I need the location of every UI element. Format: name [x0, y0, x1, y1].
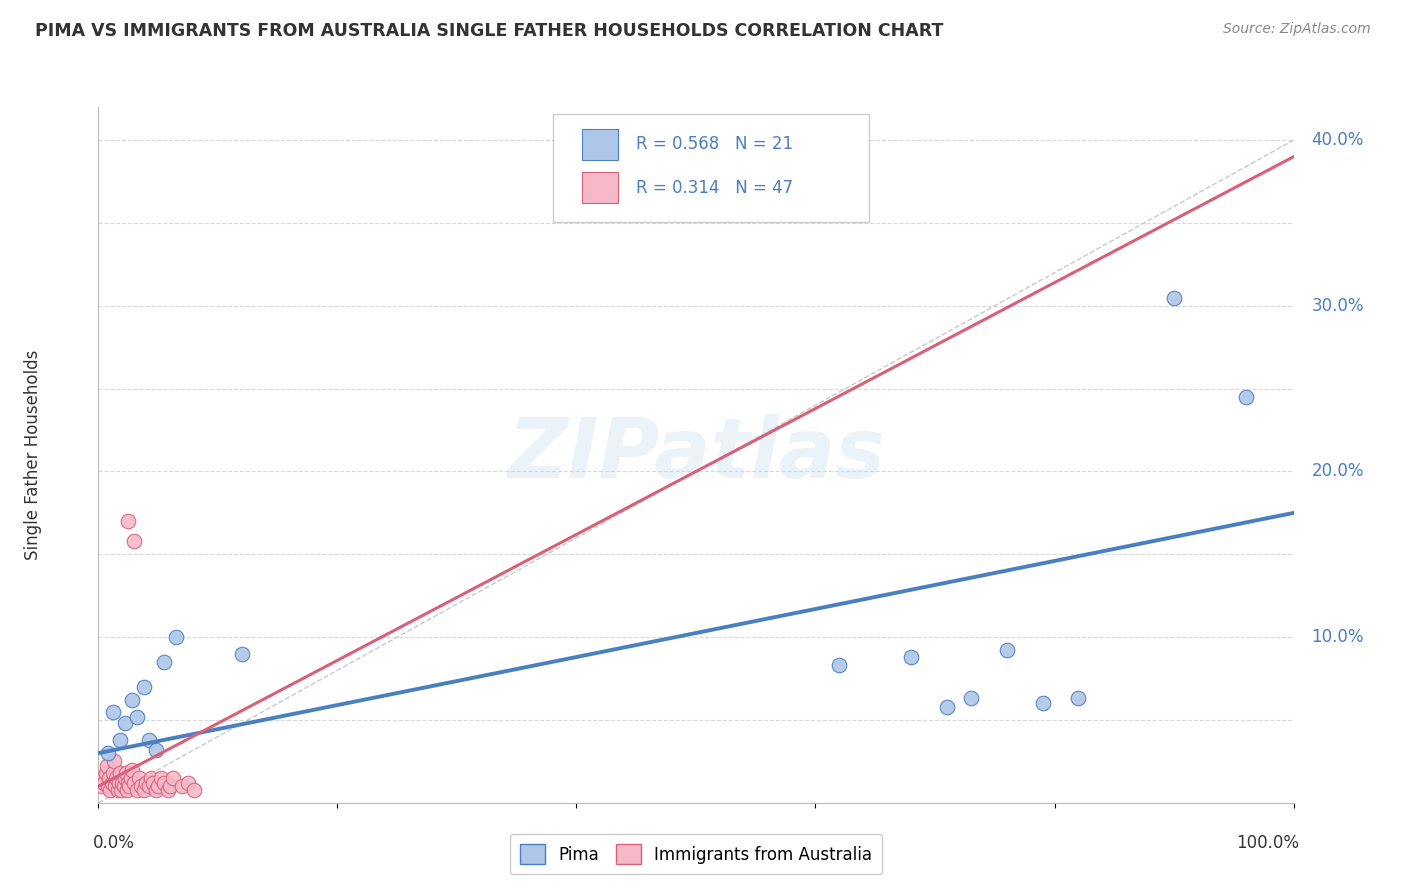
Point — [104, 779, 127, 793]
Point — [145, 782, 167, 797]
Point — [110, 782, 132, 797]
Point — [149, 771, 172, 785]
Text: Source: ZipAtlas.com: Source: ZipAtlas.com — [1223, 22, 1371, 37]
Text: R = 0.568   N = 21: R = 0.568 N = 21 — [637, 136, 793, 153]
Legend: Pima, Immigrants from Australia: Pima, Immigrants from Australia — [510, 834, 882, 874]
Point — [97, 779, 120, 793]
Point — [101, 705, 124, 719]
Point — [1067, 691, 1090, 706]
Point — [132, 680, 155, 694]
Point — [177, 776, 200, 790]
Point — [121, 763, 143, 777]
Point — [114, 771, 136, 785]
Point — [159, 779, 181, 793]
Point — [183, 782, 205, 797]
Point — [1234, 390, 1257, 404]
Point — [114, 716, 136, 731]
Point — [128, 771, 150, 785]
Point — [93, 776, 115, 790]
Point — [1163, 291, 1185, 305]
Point — [96, 759, 118, 773]
Point — [111, 776, 134, 790]
Text: ZIPatlas: ZIPatlas — [508, 415, 884, 495]
Point — [172, 779, 194, 793]
Point — [97, 746, 120, 760]
Text: R = 0.314   N = 47: R = 0.314 N = 47 — [637, 178, 793, 196]
Point — [100, 776, 122, 790]
Point — [107, 776, 129, 790]
Point — [142, 776, 165, 790]
Point — [98, 782, 122, 797]
Point — [828, 658, 851, 673]
Point — [935, 699, 957, 714]
Text: 20.0%: 20.0% — [1312, 462, 1364, 481]
Point — [98, 771, 121, 785]
Point — [231, 647, 253, 661]
Point — [153, 655, 176, 669]
Point — [121, 693, 143, 707]
Point — [959, 691, 981, 706]
Point — [105, 771, 128, 785]
Point — [117, 514, 139, 528]
Point — [124, 776, 146, 790]
Text: 10.0%: 10.0% — [1312, 628, 1364, 646]
Point — [125, 782, 148, 797]
Point — [120, 771, 142, 785]
Text: PIMA VS IMMIGRANTS FROM AUSTRALIA SINGLE FATHER HOUSEHOLDS CORRELATION CHART: PIMA VS IMMIGRANTS FROM AUSTRALIA SINGLE… — [35, 22, 943, 40]
Point — [115, 782, 138, 797]
Point — [145, 743, 167, 757]
Text: Single Father Households: Single Father Households — [24, 350, 42, 560]
Point — [900, 650, 922, 665]
Text: 40.0%: 40.0% — [1312, 131, 1364, 149]
Point — [94, 766, 117, 780]
Point — [162, 771, 184, 785]
Point — [91, 779, 114, 793]
Text: 0.0%: 0.0% — [93, 834, 135, 852]
Point — [1032, 697, 1054, 711]
Point — [138, 779, 160, 793]
Point — [135, 776, 157, 790]
Point — [125, 709, 148, 723]
FancyBboxPatch shape — [582, 128, 619, 160]
Point — [156, 782, 179, 797]
FancyBboxPatch shape — [553, 114, 869, 222]
Point — [108, 766, 131, 780]
Point — [165, 630, 187, 644]
Point — [108, 732, 131, 747]
Point — [139, 771, 162, 785]
Point — [124, 534, 146, 549]
Point — [138, 732, 160, 747]
Point — [101, 766, 124, 780]
Point — [115, 766, 138, 780]
Point — [117, 776, 139, 790]
Text: 30.0%: 30.0% — [1312, 297, 1364, 315]
Point — [103, 755, 125, 769]
Point — [132, 782, 155, 797]
Point — [91, 771, 114, 785]
Point — [153, 776, 176, 790]
Point — [995, 643, 1018, 657]
FancyBboxPatch shape — [582, 172, 619, 203]
Point — [107, 782, 129, 797]
Text: 100.0%: 100.0% — [1236, 834, 1299, 852]
Point — [112, 779, 135, 793]
Point — [118, 779, 141, 793]
Point — [148, 779, 170, 793]
Point — [131, 779, 153, 793]
